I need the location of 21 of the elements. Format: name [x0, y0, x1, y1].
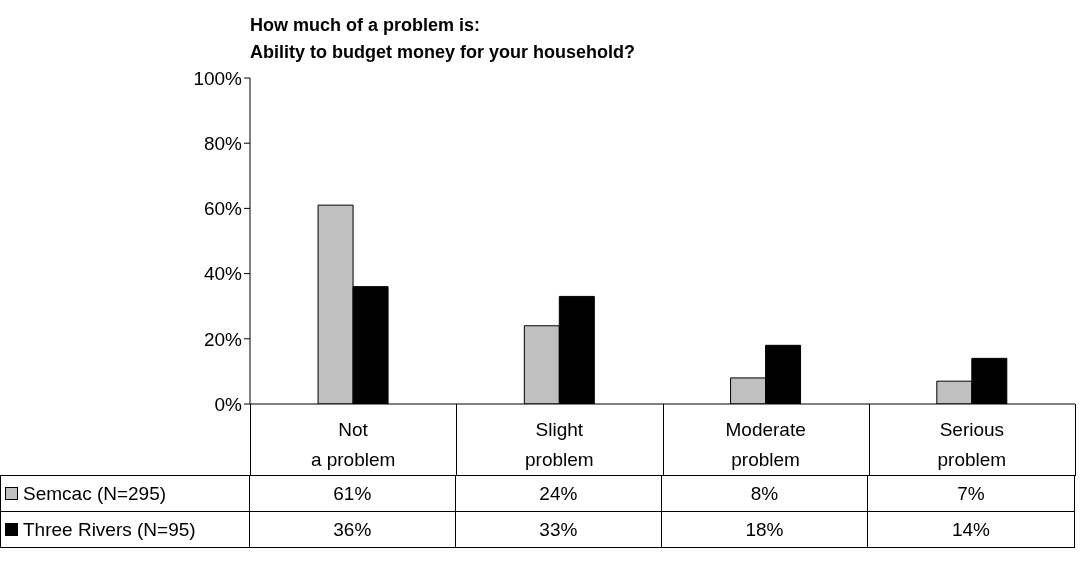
data-label: 8%	[661, 476, 868, 511]
y-tick-label: 20%	[203, 328, 243, 350]
x-tick-label: Serious problem	[937, 419, 1007, 470]
data-label: 36%	[249, 512, 456, 547]
x-tick-label: Slight problem	[525, 419, 594, 470]
data-label: 61%	[249, 476, 456, 511]
y-tick-label: 60%	[203, 198, 243, 220]
data-label: 33%	[455, 512, 662, 547]
legend-label: Semcac (N=295)	[23, 482, 167, 505]
x-tick-label: Not a problem	[310, 419, 396, 470]
y-tick-label: 0%	[214, 393, 243, 415]
data-label: 24%	[455, 476, 662, 511]
y-tick-label: 80%	[203, 132, 243, 154]
chart-title: How much of a problem is: Ability to budget money for your household?	[250, 14, 635, 64]
legend-label: Three Rivers (N=95)	[23, 518, 196, 541]
data-label: 14%	[950, 517, 991, 542]
y-tick-label: 40%	[203, 263, 243, 285]
x-tick-label: Moderate problem	[725, 419, 806, 470]
data-label: 18%	[661, 512, 868, 547]
y-tick-label: 100%	[193, 67, 243, 89]
data-label: 7%	[956, 481, 986, 506]
